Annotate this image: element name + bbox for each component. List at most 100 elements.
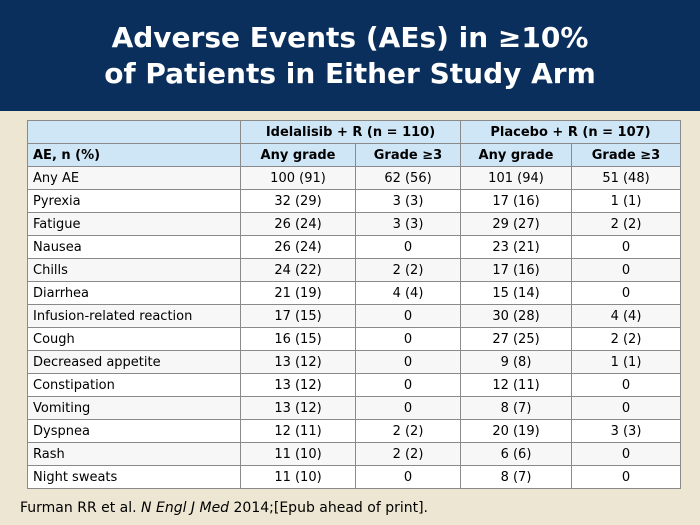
table-cell-value: 0	[355, 235, 461, 259]
column-header-placebo-grade3: Grade ≥3	[571, 143, 681, 167]
table-cell-value: 21 (19)	[240, 281, 356, 305]
table-cell-value: 1 (1)	[571, 189, 681, 213]
table-cell-value: 100 (91)	[240, 166, 356, 190]
table-row: Dyspnea 12 (11) 2 (2) 20 (19) 3 (3)	[27, 419, 681, 443]
table-row: Chills 24 (22) 2 (2) 17 (16) 0	[27, 258, 681, 282]
table-cell-ae-name: Decreased appetite	[27, 350, 241, 374]
column-header-ae: AE, n (%)	[27, 143, 241, 167]
citation: Furman RR et al. N Engl J Med 2014;[Epub…	[20, 500, 428, 516]
table-cell-ae-name: Nausea	[27, 235, 241, 259]
table-cell-value: 6 (6)	[460, 442, 572, 466]
table-row: Night sweats 11 (10) 0 8 (7) 0	[27, 465, 681, 489]
column-header-idelalisib-grade3: Grade ≥3	[355, 143, 461, 167]
table-cell-value: 1 (1)	[571, 350, 681, 374]
table-row: Rash 11 (10) 2 (2) 6 (6) 0	[27, 442, 681, 466]
table-cell-value: 2 (2)	[355, 419, 461, 443]
table-cell-ae-name: Rash	[27, 442, 241, 466]
table-cell-value: 0	[355, 327, 461, 351]
table-row: Vomiting 13 (12) 0 8 (7) 0	[27, 396, 681, 420]
adverse-events-table: Idelalisib + R (n = 110) Placebo + R (n …	[27, 120, 681, 489]
table-cell-value: 26 (24)	[240, 235, 356, 259]
table-group-header-row: Idelalisib + R (n = 110) Placebo + R (n …	[27, 120, 681, 144]
citation-authors: Furman RR et al.	[20, 500, 142, 516]
table-cell-value: 12 (11)	[240, 419, 356, 443]
table-cell-value: 15 (14)	[460, 281, 572, 305]
table-cell-value: 23 (21)	[460, 235, 572, 259]
table-cell-value: 11 (10)	[240, 442, 356, 466]
table-cell-value: 3 (3)	[571, 419, 681, 443]
title-banner: Adverse Events (AEs) in ≥10% of Patients…	[0, 0, 700, 111]
table-cell-value: 3 (3)	[355, 189, 461, 213]
table-cell-value: 13 (12)	[240, 350, 356, 374]
table-cell-value: 0	[571, 258, 681, 282]
page-title-line-1: Adverse Events (AEs) in ≥10%	[111, 20, 589, 54]
table-cell-value: 0	[355, 396, 461, 420]
table-cell-ae-name: Any AE	[27, 166, 241, 190]
table-cell-value: 8 (7)	[460, 465, 572, 489]
citation-details: 2014;[Epub ahead of print].	[229, 500, 429, 516]
table-cell-value: 0	[355, 373, 461, 397]
table-cell-value: 0	[571, 235, 681, 259]
page-title-line-2: of Patients in Either Study Arm	[104, 56, 596, 90]
table-cell-value: 13 (12)	[240, 373, 356, 397]
table-cell-value: 32 (29)	[240, 189, 356, 213]
table-cell-value: 12 (11)	[460, 373, 572, 397]
table-cell-value: 0	[355, 350, 461, 374]
table-body: Any AE 100 (91) 62 (56) 101 (94) 51 (48) Pyre…	[27, 166, 681, 489]
table-cell-value: 30 (28)	[460, 304, 572, 328]
table-cell-value: 2 (2)	[355, 258, 461, 282]
table-cell-value: 26 (24)	[240, 212, 356, 236]
table-cell-value: 51 (48)	[571, 166, 681, 190]
table-cell-ae-name: Cough	[27, 327, 241, 351]
table-cell-value: 62 (56)	[355, 166, 461, 190]
table-cell-value: 0	[355, 304, 461, 328]
table-cell-value: 8 (7)	[460, 396, 572, 420]
table-cell-value: 17 (15)	[240, 304, 356, 328]
table-cell-value: 0	[571, 442, 681, 466]
table-cell-value: 24 (22)	[240, 258, 356, 282]
table-cell-ae-name: Fatigue	[27, 212, 241, 236]
adverse-events-table-container: Idelalisib + R (n = 110) Placebo + R (n …	[27, 120, 681, 489]
table-cell-value: 4 (4)	[571, 304, 681, 328]
table-cell-value: 27 (25)	[460, 327, 572, 351]
table-cell-value: 9 (8)	[460, 350, 572, 374]
table-cell-ae-name: Dyspnea	[27, 419, 241, 443]
table-cell-value: 4 (4)	[355, 281, 461, 305]
table-cell-value: 29 (27)	[460, 212, 572, 236]
table-cell-value: 0	[571, 396, 681, 420]
table-cell-value: 0	[571, 465, 681, 489]
table-cell-value: 0	[571, 373, 681, 397]
table-row: Fatigue 26 (24) 3 (3) 29 (27) 2 (2)	[27, 212, 681, 236]
table-cell-ae-name: Diarrhea	[27, 281, 241, 305]
table-row: Pyrexia 32 (29) 3 (3) 17 (16) 1 (1)	[27, 189, 681, 213]
table-row: Nausea 26 (24) 0 23 (21) 0	[27, 235, 681, 259]
table-cell-value: 2 (2)	[571, 327, 681, 351]
table-cell-value: 101 (94)	[460, 166, 572, 190]
table-cell-value: 16 (15)	[240, 327, 356, 351]
table-row: Diarrhea 21 (19) 4 (4) 15 (14) 0	[27, 281, 681, 305]
table-cell-value: 17 (16)	[460, 258, 572, 282]
table-cell-value: 3 (3)	[355, 212, 461, 236]
table-cell-value: 0	[355, 465, 461, 489]
table-row: Constipation 13 (12) 0 12 (11) 0	[27, 373, 681, 397]
table-cell-value: 13 (12)	[240, 396, 356, 420]
table-cell-ae-name: Vomiting	[27, 396, 241, 420]
table-cell-value: 17 (16)	[460, 189, 572, 213]
table-cell-value: 11 (10)	[240, 465, 356, 489]
citation-journal: N Engl J Med	[141, 500, 230, 516]
table-column-header-row: AE, n (%) Any grade Grade ≥3 Any grade G…	[27, 143, 681, 167]
table-cell-ae-name: Night sweats	[27, 465, 241, 489]
table-cell-ae-name: Infusion-related reaction	[27, 304, 241, 328]
group-header-empty	[27, 120, 241, 144]
table-row: Infusion-related reaction 17 (15) 0 30 (28)…	[27, 304, 681, 328]
table-cell-ae-name: Constipation	[27, 373, 241, 397]
column-header-idelalisib-any-grade: Any grade	[240, 143, 356, 167]
table-cell-ae-name: Pyrexia	[27, 189, 241, 213]
table-row: Cough 16 (15) 0 27 (25) 2 (2)	[27, 327, 681, 351]
table-cell-value: 0	[571, 281, 681, 305]
table-row: Any AE 100 (91) 62 (56) 101 (94) 51 (48)	[27, 166, 681, 190]
table-cell-value: 20 (19)	[460, 419, 572, 443]
group-header-idelalisib: Idelalisib + R (n = 110)	[240, 120, 461, 144]
table-cell-ae-name: Chills	[27, 258, 241, 282]
group-header-placebo: Placebo + R (n = 107)	[460, 120, 681, 144]
